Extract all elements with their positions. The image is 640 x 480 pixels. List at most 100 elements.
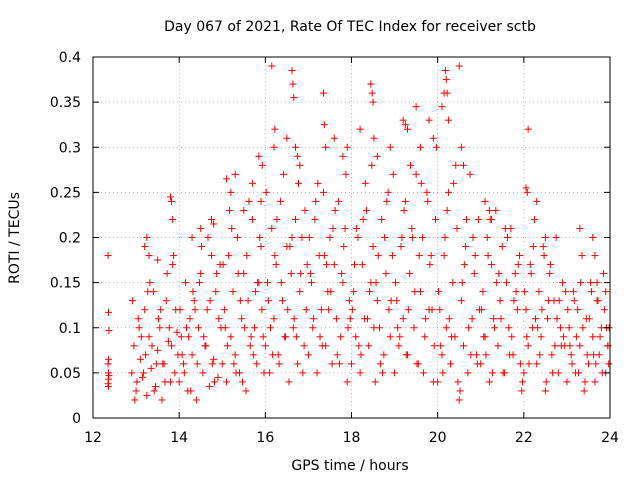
data-point: [359, 215, 367, 223]
data-point: [565, 324, 573, 332]
data-point: [185, 333, 193, 341]
data-point: [529, 243, 537, 251]
data-point: [317, 306, 325, 314]
data-point: [298, 234, 306, 241]
data-point: [270, 143, 278, 151]
data-point: [223, 342, 231, 350]
data-point: [271, 252, 279, 260]
data-point: [523, 188, 531, 196]
data-point: [206, 297, 214, 305]
data-point: [413, 360, 421, 368]
data-point: [505, 324, 513, 332]
data-point: [175, 378, 183, 386]
data-point: [279, 170, 287, 178]
data-point: [361, 179, 369, 187]
data-point: [165, 324, 173, 332]
data-point: [198, 243, 206, 251]
data-point: [284, 306, 292, 314]
data-point: [562, 288, 570, 296]
data-point: [195, 279, 203, 287]
data-point: [436, 306, 444, 314]
data-point: [246, 342, 254, 350]
data-point: [231, 170, 239, 178]
data-point: [475, 215, 483, 223]
data-point: [589, 234, 597, 241]
data-point: [363, 206, 371, 214]
data-point: [204, 234, 212, 241]
data-point: [419, 369, 427, 377]
data-point: [290, 94, 298, 102]
data-point: [258, 306, 266, 314]
data-point: [178, 351, 186, 359]
data-point: [567, 351, 575, 359]
data-point: [337, 333, 345, 341]
data-point: [273, 215, 281, 223]
data-point: [331, 206, 339, 214]
data-point: [158, 396, 166, 404]
data-point: [371, 378, 379, 386]
data-point: [228, 224, 236, 232]
data-point: [338, 270, 346, 278]
data-point: [441, 67, 449, 75]
data-point: [267, 324, 275, 332]
data-point: [285, 378, 293, 386]
data-point: [399, 116, 407, 124]
data-point: [151, 382, 159, 390]
data-point: [240, 206, 248, 214]
data-point: [458, 279, 466, 287]
data-point: [544, 297, 552, 305]
data-point: [105, 326, 113, 334]
data-point: [443, 206, 451, 214]
data-point: [576, 224, 584, 232]
data-point: [508, 333, 516, 341]
data-point: [506, 351, 514, 359]
data-point: [358, 261, 366, 269]
data-point: [492, 206, 500, 214]
data-point: [600, 270, 608, 278]
data-point: [412, 170, 420, 178]
data-point: [481, 197, 489, 205]
data-point: [310, 315, 318, 323]
data-point: [432, 143, 440, 151]
data-point: [320, 121, 328, 129]
data-point: [154, 315, 162, 323]
data-point: [154, 256, 162, 264]
data-point: [456, 387, 464, 395]
data-point: [406, 270, 414, 278]
data-point: [546, 270, 554, 278]
data-point: [289, 80, 297, 88]
data-point: [455, 396, 463, 404]
data-point: [373, 152, 381, 160]
data-point: [230, 360, 238, 368]
data-point: [294, 360, 302, 368]
data-point: [193, 360, 201, 368]
data-point: [415, 252, 423, 260]
data-point: [380, 351, 388, 359]
data-point: [356, 369, 364, 377]
data-point: [314, 179, 322, 187]
data-point: [488, 215, 496, 223]
data-point: [300, 342, 308, 350]
data-point: [210, 355, 218, 363]
data-point: [559, 333, 567, 341]
data-point: [170, 252, 178, 260]
data-point: [171, 369, 179, 377]
data-point: [376, 360, 384, 368]
data-point: [493, 279, 501, 287]
data-point: [203, 306, 211, 314]
data-point: [564, 306, 572, 314]
data-point: [494, 342, 502, 350]
data-point: [395, 342, 403, 350]
data-point: [287, 270, 295, 278]
data-point: [318, 342, 326, 350]
data-point: [342, 170, 350, 178]
data-point: [393, 297, 401, 305]
data-point: [555, 297, 563, 305]
data-point: [231, 351, 239, 359]
data-point: [370, 324, 378, 332]
data-point: [541, 234, 549, 241]
data-point: [594, 297, 602, 305]
data-point: [587, 288, 595, 296]
data-point: [548, 351, 556, 359]
data-point: [207, 215, 215, 223]
